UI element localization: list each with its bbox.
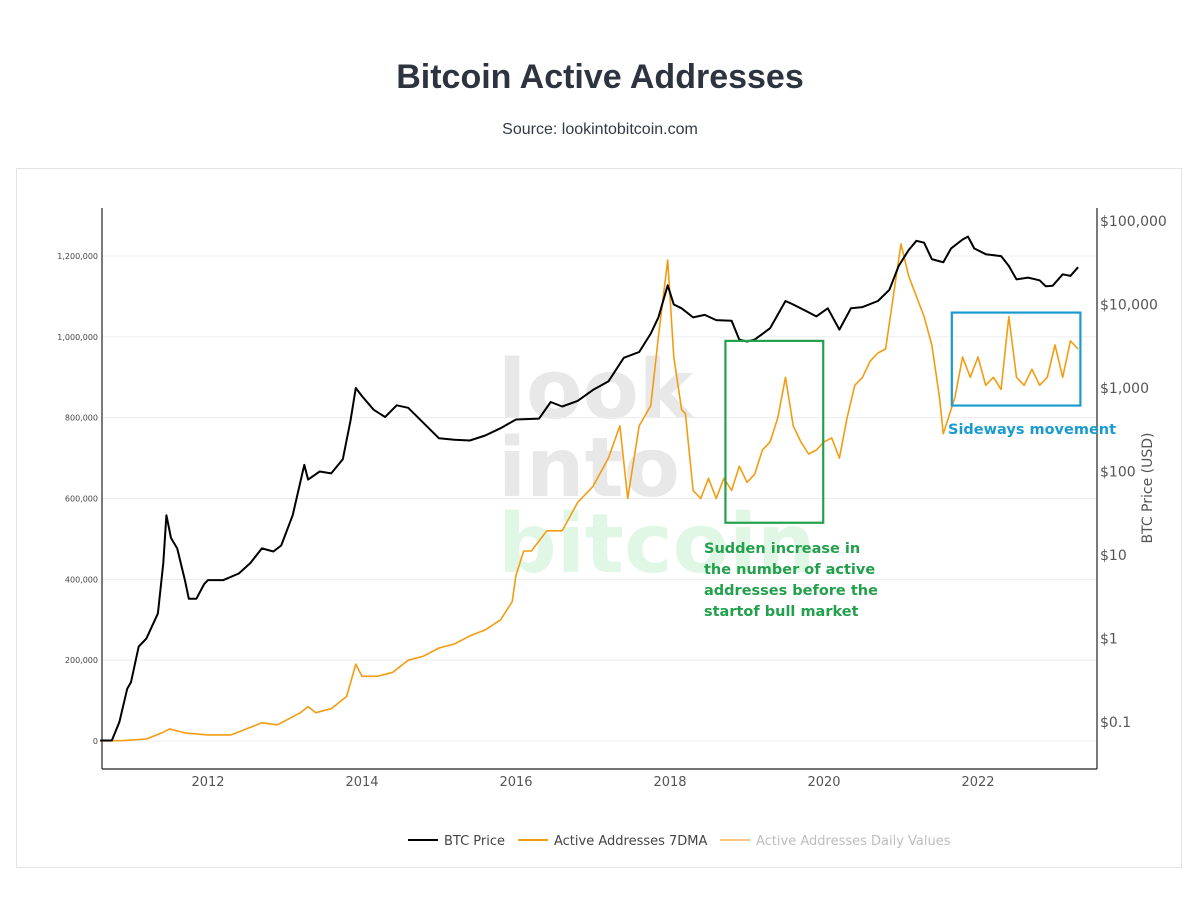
- y-right-tick-label: $10,000: [1100, 298, 1158, 314]
- chart-frame: [16, 168, 1182, 868]
- y-left-tick-label: 1,200,000: [57, 252, 98, 261]
- page-subtitle: Source: lookintobitcoin.com: [502, 121, 698, 138]
- y-left-tick-label: 800,000: [65, 414, 98, 423]
- watermark-line-1: look: [498, 343, 696, 438]
- series-line-active-addresses-7dma: [100, 243, 1079, 742]
- legend: BTC Price Active Addresses 7DMA Active Add…: [408, 834, 951, 849]
- gridlines: [102, 255, 1097, 742]
- x-tick-label: 2018: [653, 775, 686, 790]
- y-left-tick-label: 400,000: [65, 575, 98, 584]
- x-tick-label: 2016: [499, 775, 532, 790]
- y-left-tick-label: 200,000: [65, 656, 98, 665]
- y-left-tick-label: 600,000: [65, 495, 98, 504]
- watermark-line-2: into: [498, 421, 680, 516]
- y-left-tick-label: 1,000,000: [57, 333, 98, 342]
- annotation-text-1: Sudden increase in: [704, 541, 860, 557]
- y-right-tick-label: $100,000: [1100, 214, 1167, 230]
- page-title: Bitcoin Active Addresses: [396, 58, 804, 96]
- legend-label: BTC Price: [444, 834, 505, 849]
- annotation-text-1: startof bull market: [704, 604, 859, 620]
- x-tick-label: 2012: [191, 775, 224, 790]
- x-tick-label: 2014: [345, 775, 378, 790]
- x-tick-label: 2022: [961, 775, 994, 790]
- y-right-axis-title: BTC Price (USD): [1140, 432, 1156, 543]
- legend-label: Active Addresses Daily Values: [756, 834, 951, 849]
- x-tick-label: 2020: [807, 775, 840, 790]
- watermark: look into bitcoin: [498, 343, 815, 592]
- watermark-line-3: bitcoin: [498, 497, 815, 592]
- annotation-layer: Sudden increase in the number of active ad…: [704, 311, 1116, 620]
- annotation-box-1: [724, 339, 825, 524]
- y-right-tick-label: $100: [1100, 465, 1136, 481]
- series-layer: [100, 235, 1079, 742]
- y-right-tick-label: $0.1: [1100, 715, 1131, 731]
- series-line-btc-price: [100, 235, 1079, 742]
- annotation-text-1: addresses before the: [704, 583, 878, 599]
- annotation-text-1: the number of active: [704, 562, 875, 578]
- y-left-tick-label: 0: [93, 737, 98, 746]
- y-right-tick-label: $1,000: [1100, 381, 1149, 397]
- annotation-text-2: Sideways movement: [948, 422, 1116, 438]
- legend-label: Active Addresses 7DMA: [554, 834, 708, 849]
- annotation-box-2: [950, 311, 1082, 407]
- y-right-tick-label: $1: [1100, 632, 1118, 648]
- y-right-tick-label: $10: [1100, 548, 1127, 564]
- axes: 0 200,000 400,000 600,000 800,000 1,000,000 1,…: [57, 208, 1167, 790]
